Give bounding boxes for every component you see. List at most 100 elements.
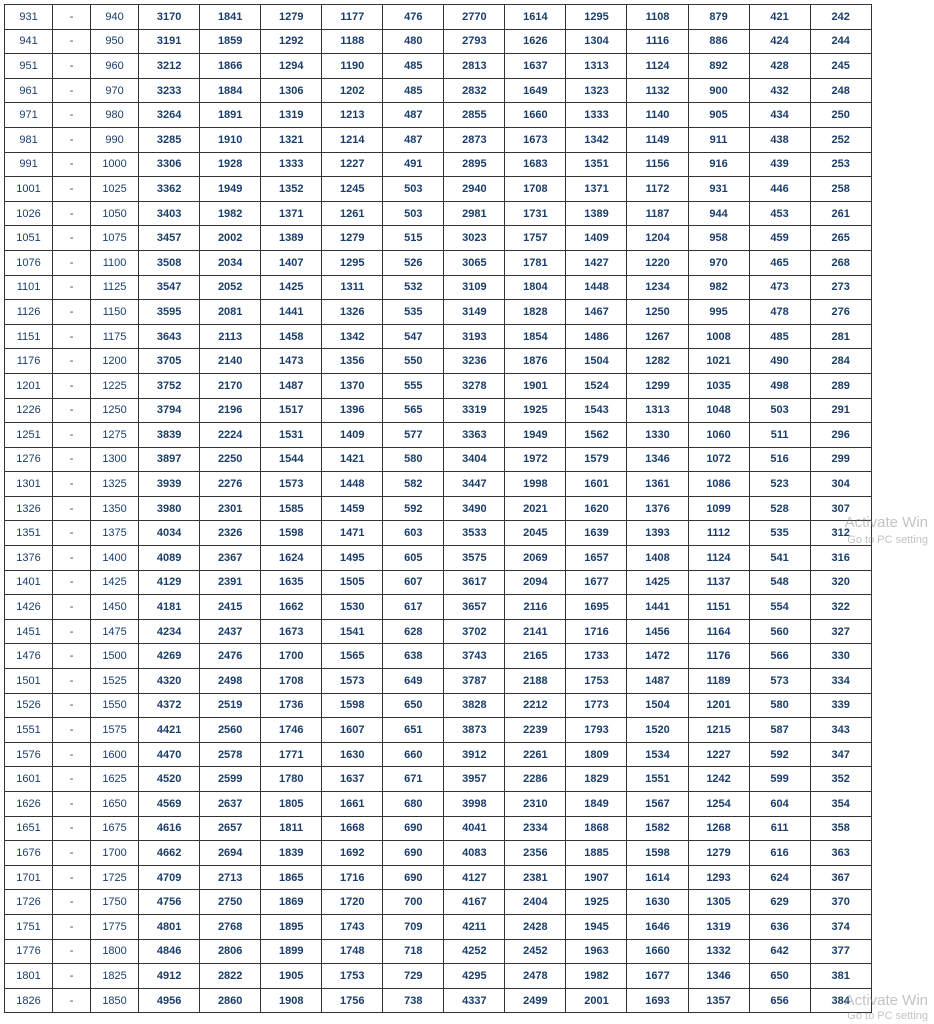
range-dash-cell: - — [53, 373, 91, 398]
value-cell: 1565 — [322, 644, 383, 669]
value-cell: 660 — [383, 742, 444, 767]
value-cell: 1524 — [566, 373, 627, 398]
value-cell: 4616 — [139, 816, 200, 841]
range-end-cell: 1775 — [91, 914, 139, 939]
value-cell: 1841 — [200, 5, 261, 30]
value-cell: 690 — [383, 841, 444, 866]
value-cell: 1562 — [566, 423, 627, 448]
range-start-cell: 1001 — [5, 177, 53, 202]
value-cell: 3149 — [444, 300, 505, 325]
value-cell: 276 — [810, 300, 871, 325]
value-cell: 1048 — [688, 398, 749, 423]
range-dash-cell: - — [53, 792, 91, 817]
value-cell: 1891 — [200, 103, 261, 128]
value-cell: 374 — [810, 914, 871, 939]
value-cell: 4662 — [139, 841, 200, 866]
value-cell: 729 — [383, 964, 444, 989]
table-row: 1351-13754034232615981471603353320451639… — [5, 521, 930, 546]
value-cell: 1313 — [566, 54, 627, 79]
value-cell: 1472 — [627, 644, 688, 669]
range-start-cell: 1426 — [5, 595, 53, 620]
value-cell: 2286 — [505, 767, 566, 792]
value-cell: 1227 — [322, 152, 383, 177]
value-cell: 4127 — [444, 865, 505, 890]
range-end-cell: 1000 — [91, 152, 139, 177]
table-row: 981-990328519101321121448728731673134211… — [5, 127, 930, 152]
value-cell: 2170 — [200, 373, 261, 398]
range-dash-cell: - — [53, 644, 91, 669]
value-cell: 1393 — [627, 521, 688, 546]
value-cell: 4083 — [444, 841, 505, 866]
range-start-cell: 1226 — [5, 398, 53, 423]
value-cell: 1692 — [322, 841, 383, 866]
value-cell: 1471 — [322, 521, 383, 546]
value-cell: 2367 — [200, 546, 261, 571]
table-row: 1226-12503794219615171396565331919251543… — [5, 398, 930, 423]
value-cell: 1305 — [688, 890, 749, 915]
value-cell: 3362 — [139, 177, 200, 202]
value-cell: 1748 — [322, 939, 383, 964]
value-cell: 503 — [383, 201, 444, 226]
value-cell: 2499 — [505, 988, 566, 1013]
value-cell: 2860 — [200, 988, 261, 1013]
value-cell: 2832 — [444, 78, 505, 103]
value-cell: 3319 — [444, 398, 505, 423]
value-cell: 2713 — [200, 865, 261, 890]
value-cell: 4269 — [139, 644, 200, 669]
table-row: 1526-15504372251917361598650382822121773… — [5, 693, 930, 718]
value-cell: 1188 — [322, 29, 383, 54]
value-cell: 487 — [383, 103, 444, 128]
value-cell: 2239 — [505, 718, 566, 743]
value-cell: 2578 — [200, 742, 261, 767]
value-cell: 1544 — [261, 447, 322, 472]
value-cell: 453 — [749, 201, 810, 226]
value-cell: 2750 — [200, 890, 261, 915]
table-row: 1151-11753643211314581342547319318541486… — [5, 324, 930, 349]
value-cell: 242 — [810, 5, 871, 30]
value-cell: 547 — [383, 324, 444, 349]
value-cell: 587 — [749, 718, 810, 743]
value-cell: 3233 — [139, 78, 200, 103]
range-end-cell: 1300 — [91, 447, 139, 472]
value-cell: 1201 — [688, 693, 749, 718]
range-dash-cell: - — [53, 324, 91, 349]
value-cell: 265 — [810, 226, 871, 251]
value-cell: 2250 — [200, 447, 261, 472]
range-end-cell: 1025 — [91, 177, 139, 202]
range-start-cell: 1326 — [5, 496, 53, 521]
range-dash-cell: - — [53, 472, 91, 497]
value-cell: 1716 — [322, 865, 383, 890]
range-end-cell: 1525 — [91, 669, 139, 694]
range-dash-cell: - — [53, 816, 91, 841]
table-row: 1426-14504181241516621530617365721161695… — [5, 595, 930, 620]
value-cell: 1282 — [627, 349, 688, 374]
value-cell: 1541 — [322, 619, 383, 644]
value-cell: 4520 — [139, 767, 200, 792]
value-cell: 377 — [810, 939, 871, 964]
value-cell: 892 — [688, 54, 749, 79]
value-cell: 1673 — [505, 127, 566, 152]
value-cell: 1215 — [688, 718, 749, 743]
value-cell: 718 — [383, 939, 444, 964]
range-end-cell: 1675 — [91, 816, 139, 841]
value-cell: 2391 — [200, 570, 261, 595]
value-cell: 3170 — [139, 5, 200, 30]
range-dash-cell: - — [53, 29, 91, 54]
value-cell: 1504 — [627, 693, 688, 718]
value-cell: 616 — [749, 841, 810, 866]
value-cell: 2165 — [505, 644, 566, 669]
value-cell: 995 — [688, 300, 749, 325]
range-end-cell: 1225 — [91, 373, 139, 398]
table-row: 1401-14254129239116351505607361720941677… — [5, 570, 930, 595]
value-cell: 1708 — [261, 669, 322, 694]
value-cell: 3873 — [444, 718, 505, 743]
table-row: 1326-13503980230115851459592349020211620… — [5, 496, 930, 521]
value-cell: 4211 — [444, 914, 505, 939]
value-cell: 1695 — [566, 595, 627, 620]
value-cell: 1733 — [566, 644, 627, 669]
range-start-cell: 941 — [5, 29, 53, 54]
value-cell: 982 — [688, 275, 749, 300]
value-cell: 491 — [383, 152, 444, 177]
value-cell: 1389 — [261, 226, 322, 251]
range-end-cell: 1200 — [91, 349, 139, 374]
